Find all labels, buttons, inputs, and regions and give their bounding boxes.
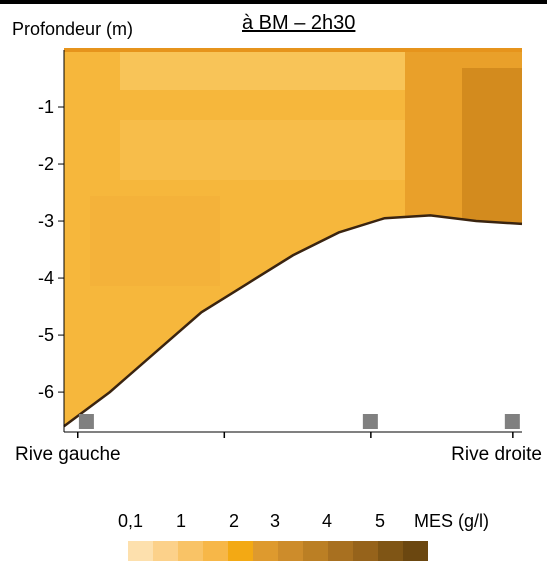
legend-tick-label: 3: [270, 511, 281, 531]
legend-tick-label: 5: [375, 511, 386, 531]
left-patch: [90, 196, 220, 286]
y-axis-label: Profondeur (m): [12, 19, 134, 39]
mid-patch: [120, 120, 410, 180]
legend-swatch: [328, 541, 353, 561]
right-dark-patch: [462, 68, 522, 228]
y-tick-label: -5: [38, 325, 54, 345]
sensor-marker: [78, 414, 94, 429]
y-tick-label: -1: [38, 97, 54, 117]
legend-swatch: [253, 541, 278, 561]
concentration-field: [63, 48, 523, 428]
legend-swatch: [378, 541, 403, 561]
section-plot: -1 -2 -3 -4 -5 -6: [38, 48, 523, 438]
legend-swatch: [178, 541, 203, 561]
legend-tick-label: 1: [176, 511, 187, 531]
legend-labels: 0,1 1 2 3 4 5 MES (g/l): [0, 511, 547, 535]
y-tick-label: -6: [38, 382, 54, 402]
legend-unit-label: MES (g/l): [414, 511, 490, 531]
legend-colorbar: [128, 541, 428, 561]
water-body: [64, 50, 522, 427]
chart-title: à BM – 2h30: [242, 12, 356, 34]
legend-swatch: [128, 541, 153, 561]
y-tick-label: -4: [38, 268, 54, 288]
right-bank-label: Rive droite: [451, 444, 542, 465]
legend-swatch: [353, 541, 378, 561]
legend-tick-label: 0,1: [118, 511, 144, 531]
sensor-marker: [504, 414, 520, 429]
legend-swatch: [278, 541, 303, 561]
legend-tick-label: 2: [229, 511, 240, 531]
legend-tick-label: 4: [322, 511, 333, 531]
top-rule: [0, 0, 547, 4]
sensor-markers: [78, 414, 520, 429]
axes: -1 -2 -3 -4 -5 -6: [38, 50, 522, 438]
y-tick-label: -3: [38, 211, 54, 231]
legend-swatch: [403, 541, 428, 561]
legend-swatch: [153, 541, 178, 561]
left-bank-label: Rive gauche: [15, 444, 121, 465]
sensor-marker: [362, 414, 378, 429]
legend-swatch: [303, 541, 328, 561]
y-tick-label: -2: [38, 154, 54, 174]
legend-swatch: [203, 541, 228, 561]
river-bed-line: [63, 214, 523, 428]
surface-patch: [120, 50, 420, 90]
legend-swatch: [228, 541, 253, 561]
